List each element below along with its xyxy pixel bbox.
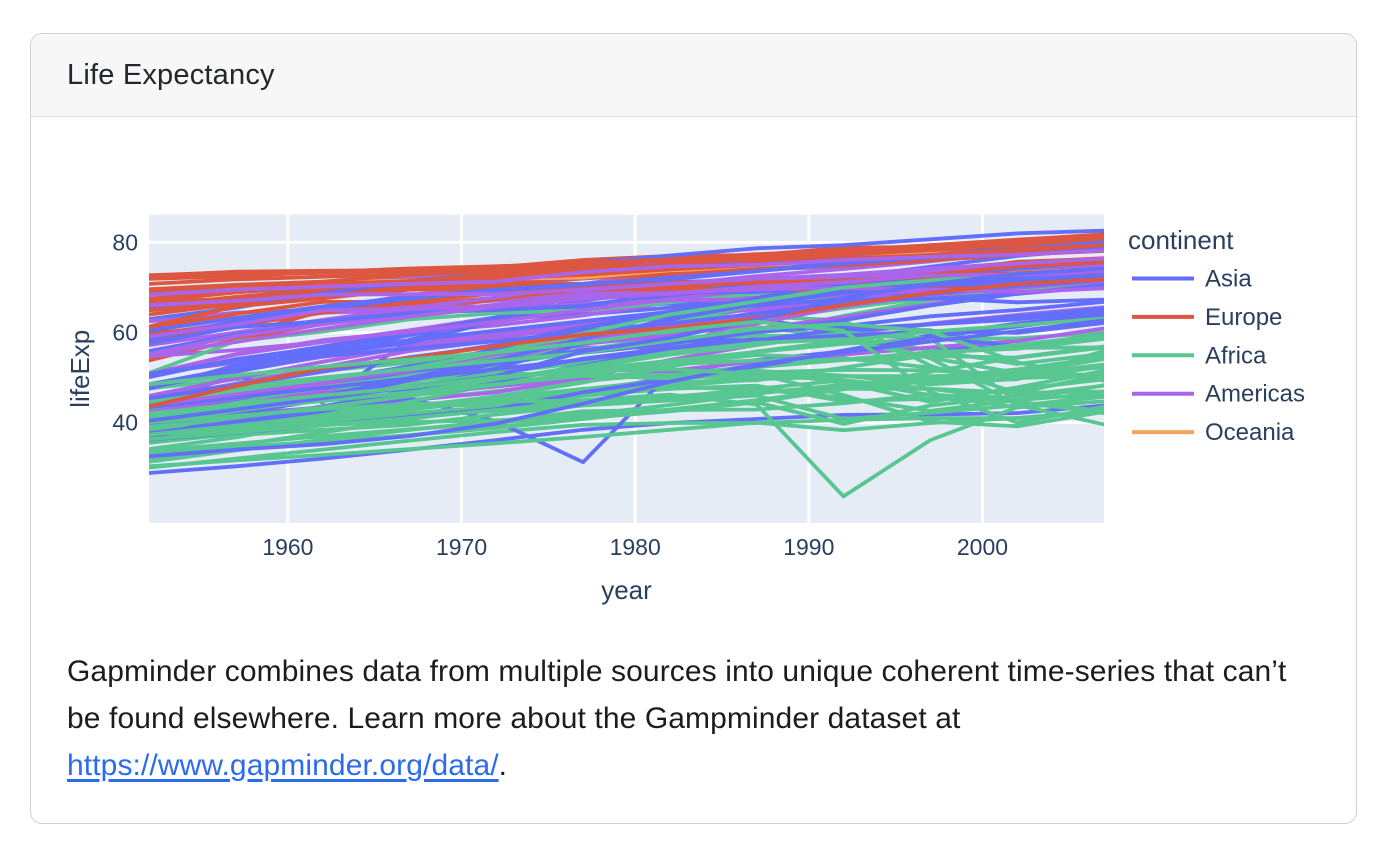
legend-title: continent (1128, 225, 1234, 255)
country-line-angola (149, 408, 1104, 470)
legend-item-africa[interactable]: Africa (1132, 342, 1267, 369)
country-line-zimbabwe (149, 319, 1104, 425)
country-line-sri-lanka (149, 274, 1104, 346)
legend: continent Asia Europe Africa Americas Oceania (1128, 225, 1305, 446)
legend-item-americas[interactable]: Americas (1132, 381, 1305, 408)
legend-item-asia[interactable]: Asia (1132, 266, 1252, 293)
country-line-spain (149, 236, 1104, 313)
y-tick-label: 80 (112, 229, 138, 255)
y-axis-title: lifeExp (65, 330, 95, 408)
country-line-united-kingdom (149, 243, 1104, 294)
x-tick-label: 1980 (610, 534, 661, 560)
country-line-yemen-rep (149, 318, 1104, 459)
legend-label: Asia (1205, 266, 1252, 293)
legend-item-europe[interactable]: Europe (1132, 304, 1282, 331)
description-period: . (498, 749, 508, 782)
card-body: 40 60 80 1960 1970 1980 1990 2000 year lifeExp con… (31, 117, 1356, 789)
life-expectancy-card: Life Expectancy 40 60 80 1960 1970 1980 1990 20… (30, 33, 1357, 824)
legend-item-oceania[interactable]: Oceania (1132, 419, 1295, 446)
legend-label: Oceania (1205, 419, 1295, 446)
x-tick-label: 1960 (262, 534, 313, 560)
country-line-thailand (149, 282, 1104, 376)
country-line-tunisia (149, 267, 1104, 404)
card-header: Life Expectancy (31, 34, 1356, 117)
card-title: Life Expectancy (67, 58, 275, 91)
gapminder-link[interactable]: https://www.gapminder.org/data/ (67, 749, 499, 782)
country-line-pakistan (149, 306, 1104, 410)
y-tick-label: 40 (112, 410, 138, 436)
chart-container: 40 60 80 1960 1970 1980 1990 2000 year lifeExp con… (31, 117, 1356, 617)
legend-label: Africa (1205, 342, 1267, 369)
description-text: Gapminder combines data from multiple so… (67, 655, 1287, 735)
country-line-united-states (149, 248, 1104, 297)
country-line-nigeria (149, 386, 1104, 442)
description: Gapminder combines data from multiple so… (67, 648, 1309, 789)
y-tick-label: 60 (112, 319, 138, 345)
legend-label: Europe (1205, 304, 1282, 331)
country-line-zambia (149, 367, 1104, 429)
country-line-vietnam (149, 266, 1104, 423)
series-lines (149, 228, 1104, 499)
country-line-south-africa (149, 321, 1104, 403)
country-line-turkey (149, 277, 1104, 409)
life-expectancy-chart: 40 60 80 1960 1970 1980 1990 2000 year lifeExp con… (65, 214, 1305, 605)
country-line-venezuela (149, 268, 1104, 357)
country-line-switzerland (149, 232, 1104, 292)
x-tick-label: 1970 (436, 534, 487, 560)
x-axis-title: year (601, 575, 652, 605)
country-line-romania (149, 274, 1104, 330)
country-line-afghanistan (149, 403, 1104, 475)
country-line-uruguay (149, 256, 1104, 307)
x-tick-label: 2000 (957, 534, 1008, 560)
legend-label: Americas (1205, 381, 1305, 408)
x-tick-label: 1990 (783, 534, 834, 560)
